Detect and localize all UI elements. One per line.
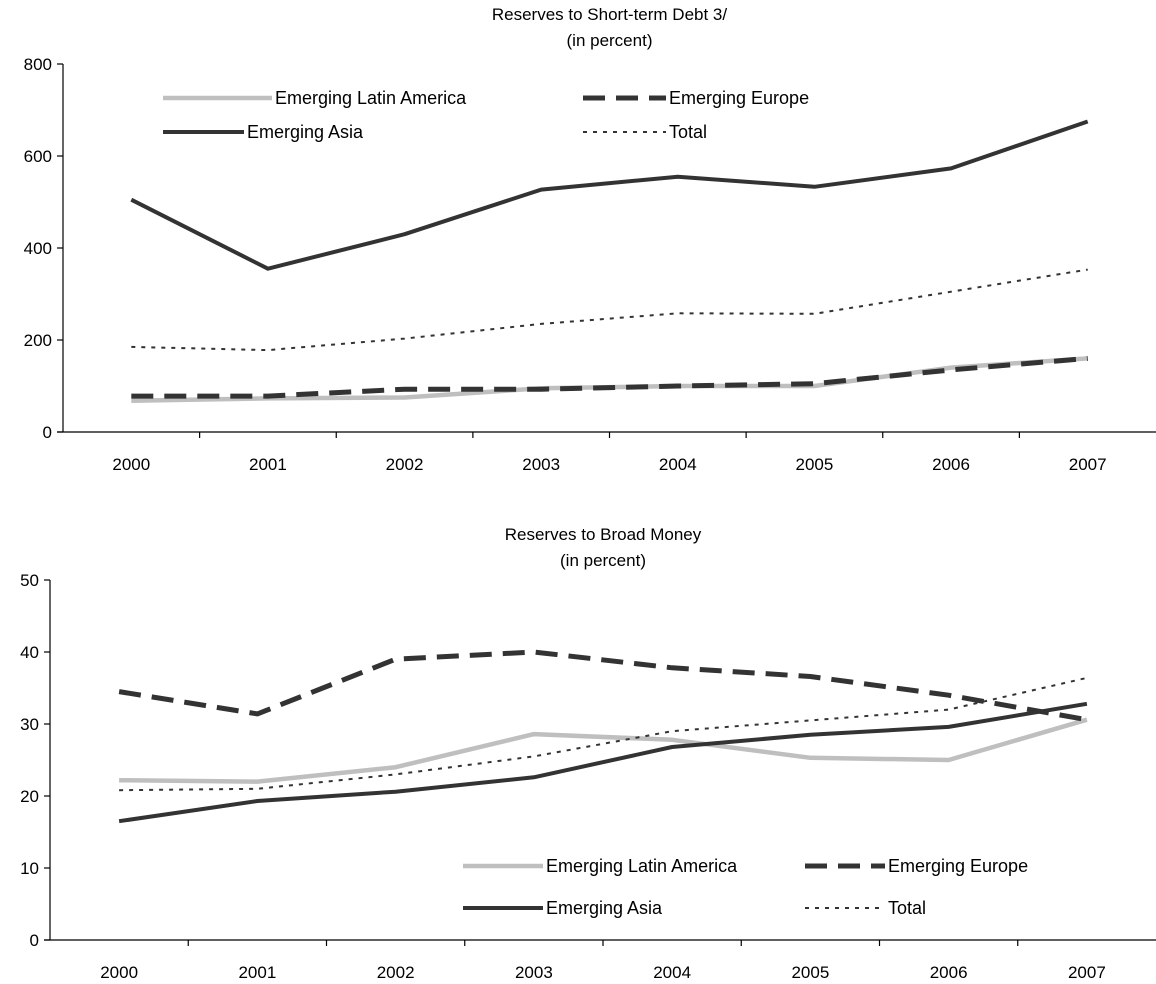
x-tick-label: 2007 (1069, 455, 1107, 474)
x-tick-label: 2005 (791, 963, 829, 982)
chart-subtitle: (in percent) (560, 551, 646, 570)
legend-label: Emerging Europe (669, 88, 809, 108)
series-line-emerging-asia (130, 119, 1089, 271)
legend-label: Emerging Asia (546, 898, 663, 918)
y-tick-label: 50 (20, 571, 39, 590)
x-tick-label: 2003 (522, 455, 560, 474)
series-line-emerging-latin-america (119, 717, 1088, 784)
y-tick-label: 800 (24, 55, 52, 74)
x-tick-label: 2001 (238, 963, 276, 982)
series-line-total (119, 676, 1088, 792)
legend-item-emerging-latin-america: Emerging Latin America (463, 856, 738, 876)
y-tick-label: 0 (30, 931, 39, 950)
legend-label: Emerging Latin America (275, 88, 467, 108)
x-tick-label: 2002 (377, 963, 415, 982)
legend-label: Total (669, 122, 707, 142)
y-tick-label: 10 (20, 859, 39, 878)
y-tick-label: 0 (43, 423, 52, 442)
y-tick-label: 600 (24, 147, 52, 166)
series-line-emerging-asia (118, 701, 1088, 824)
legend-label: Total (888, 898, 926, 918)
legend-item-emerging-asia: Emerging Asia (163, 122, 364, 142)
x-tick-label: 2002 (386, 455, 424, 474)
chart-reserves-to-short-term-debt: Reserves to Short-term Debt 3/ (in percen… (24, 5, 1156, 474)
legend-item-emerging-asia: Emerging Asia (463, 898, 663, 918)
x-tick-label: 2003 (515, 963, 553, 982)
series-line-emerging-europe (131, 355, 1088, 399)
x-tick-label: 2007 (1068, 963, 1106, 982)
legend-item-total: Total (583, 122, 707, 142)
chart-subtitle: (in percent) (567, 31, 653, 50)
y-tick-label: 30 (20, 715, 39, 734)
x-tick-label: 2004 (653, 963, 691, 982)
legend-item-emerging-europe: Emerging Europe (583, 88, 809, 108)
chart-legend: Emerging Latin America Emerging Europe Eme… (163, 88, 809, 142)
y-tick-label: 40 (20, 643, 39, 662)
x-tick-label: 2004 (659, 455, 697, 474)
x-tick-label: 2000 (100, 963, 138, 982)
x-tick-label: 2006 (930, 963, 968, 982)
x-tick-label: 2000 (112, 455, 150, 474)
legend-label: Emerging Asia (247, 122, 364, 142)
chart-reserves-to-broad-money: Reserves to Broad Money (in percent) 0 10 20… (0, 492, 1156, 984)
series-line-total (131, 268, 1088, 352)
chart-legend: Emerging Latin America Emerging Europe Eme… (463, 856, 1028, 918)
x-tick-label: 2006 (932, 455, 970, 474)
chart-svg-short-term-debt: Reserves to Short-term Debt 3/ (in percen… (24, 5, 1156, 474)
y-tick-label: 400 (24, 239, 52, 258)
legend-item-emerging-europe: Emerging Europe (805, 856, 1028, 876)
legend-item-total: Total (805, 898, 926, 918)
series-line-emerging-europe (118, 649, 1088, 723)
y-tick-label: 200 (24, 331, 52, 350)
x-tick-label: 2005 (796, 455, 834, 474)
legend-label: Emerging Europe (888, 856, 1028, 876)
chart-svg-broad-money: Reserves to Broad Money (in percent) 0 10 20… (20, 525, 1156, 982)
legend-item-emerging-latin-america: Emerging Latin America (163, 88, 467, 108)
chart-title: Reserves to Broad Money (505, 525, 702, 544)
chart-title: Reserves to Short-term Debt 3/ (492, 5, 728, 24)
legend-label: Emerging Latin America (546, 856, 738, 876)
y-tick-label: 20 (20, 787, 39, 806)
x-tick-label: 2001 (249, 455, 287, 474)
